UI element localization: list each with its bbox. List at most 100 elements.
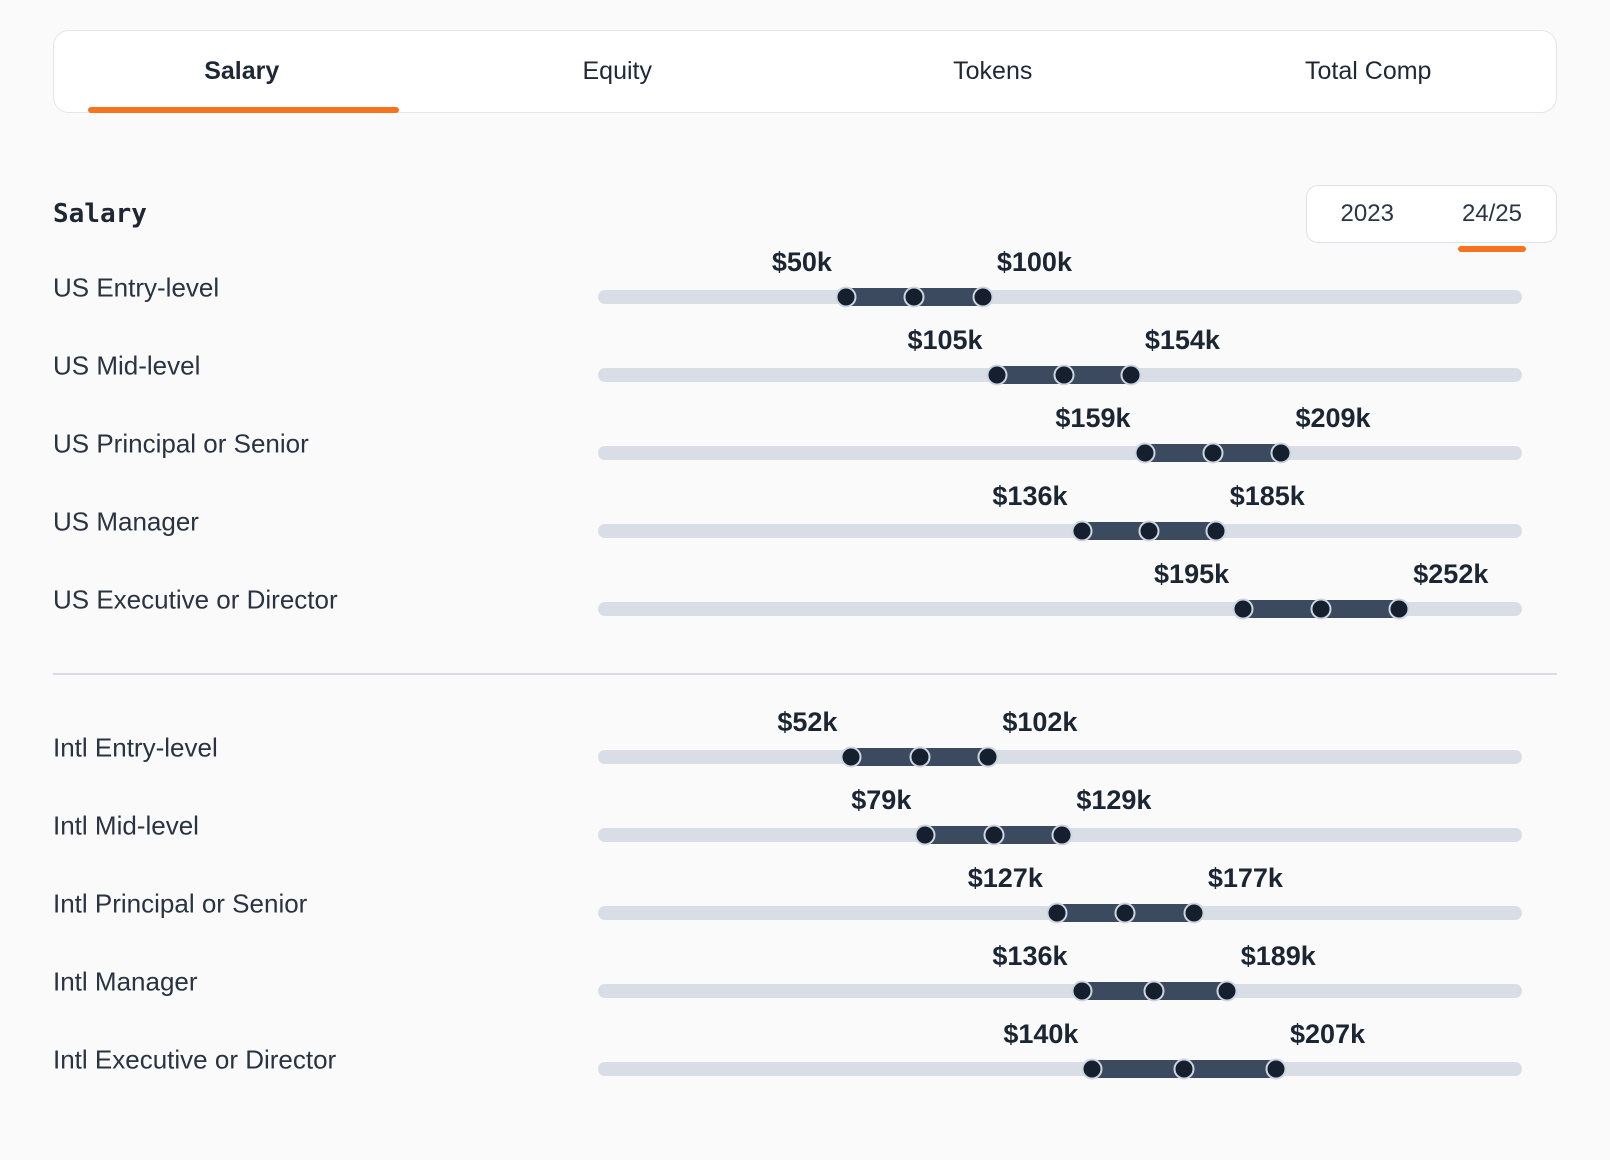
- slider-handle-low[interactable]: [1134, 442, 1155, 464]
- slider-handle-high[interactable]: [977, 746, 999, 768]
- tab-label: Equity: [582, 57, 652, 85]
- comp-row-us-principal-or-senior: US Principal or Senior $159k $209k: [0, 399, 1610, 477]
- comp-row-us-executive-or-director: US Executive or Director $195k $252k: [0, 555, 1610, 633]
- slider-handle-high[interactable]: [1216, 980, 1238, 1002]
- slider-handle-low[interactable]: [1046, 902, 1068, 924]
- comp-row-us-mid-level: US Mid-level $105k $154k: [0, 321, 1610, 399]
- row-label: US Mid-level: [53, 350, 201, 381]
- slider-track[interactable]: [598, 984, 1522, 998]
- range-slider: $50k $100k: [598, 243, 1522, 321]
- section-divider: [53, 673, 1557, 675]
- tab-tokens[interactable]: Tokens: [805, 31, 1181, 112]
- slider-mid-marker: [1143, 980, 1165, 1002]
- row-label: Intl Manager: [53, 966, 198, 997]
- slider-handle-high[interactable]: [972, 286, 994, 308]
- slider-mid-marker: [1138, 520, 1160, 542]
- comp-row-intl-entry-level: Intl Entry-level $52k $102k: [0, 703, 1610, 781]
- slider-handle-high[interactable]: [1388, 598, 1410, 620]
- range-slider: $159k $209k: [598, 399, 1522, 477]
- slider-track[interactable]: [598, 750, 1522, 764]
- value-label-low: $136k: [992, 941, 1068, 971]
- range-slider: $195k $252k: [598, 555, 1522, 633]
- row-label: US Executive or Director: [53, 584, 338, 615]
- value-label-high: $100k: [996, 247, 1072, 277]
- tab-label: Salary: [204, 57, 280, 85]
- slider-track[interactable]: [598, 290, 1522, 304]
- value-label-high: $209k: [1295, 403, 1371, 433]
- range-slider: $52k $102k: [598, 703, 1522, 781]
- tab-total-comp[interactable]: Total Comp: [1181, 31, 1557, 112]
- slider-mid-marker: [909, 746, 931, 768]
- value-label-low: $50k: [771, 247, 832, 277]
- section-heading: Salary: [53, 199, 147, 229]
- value-label-high: $189k: [1240, 941, 1316, 971]
- slider-mid-marker: [983, 824, 1005, 846]
- row-label: Intl Executive or Director: [53, 1044, 337, 1075]
- value-label-high: $177k: [1207, 863, 1283, 893]
- value-label-low: $159k: [1055, 403, 1131, 433]
- value-label-low: $52k: [777, 707, 838, 737]
- slider-track[interactable]: [598, 446, 1522, 460]
- value-label-high: $185k: [1229, 481, 1305, 511]
- value-label-low: $105k: [907, 325, 983, 355]
- slider-handle-low[interactable]: [914, 824, 936, 846]
- slider-handle-high[interactable]: [1183, 902, 1205, 924]
- slider-mid-marker: [1053, 364, 1075, 386]
- comp-row-intl-executive-or-director: Intl Executive or Director $140k $207k: [0, 1015, 1610, 1093]
- tab-equity[interactable]: Equity: [430, 31, 806, 112]
- range-slider: $105k $154k: [598, 321, 1522, 399]
- value-label-high: $102k: [1002, 707, 1078, 737]
- range-slider: $140k $207k: [598, 1015, 1522, 1093]
- slider-track[interactable]: [598, 524, 1522, 538]
- slider-handle-high[interactable]: [1270, 442, 1292, 464]
- year-option-2023[interactable]: 2023: [1340, 200, 1394, 227]
- slider-handle-low[interactable]: [1232, 598, 1254, 620]
- section-header: Salary 2023 24/25: [53, 185, 1557, 243]
- slider-handle-low[interactable]: [835, 286, 857, 308]
- slider-handle-low[interactable]: [840, 746, 862, 768]
- tab-salary[interactable]: Salary: [54, 31, 430, 113]
- slider-track[interactable]: [598, 1062, 1522, 1076]
- slider-handle-high[interactable]: [1205, 520, 1227, 542]
- comp-row-us-manager: US Manager $136k $185k: [0, 477, 1610, 555]
- value-label-high: $252k: [1413, 559, 1489, 589]
- slider-mid-marker: [903, 286, 925, 308]
- row-label: US Entry-level: [53, 272, 220, 303]
- slider-handle-high[interactable]: [1265, 1058, 1287, 1080]
- tab-label: Total Comp: [1305, 57, 1432, 85]
- value-label-high: $207k: [1290, 1019, 1366, 1049]
- slider-handle-low[interactable]: [1081, 1058, 1103, 1080]
- range-slider: $136k $185k: [598, 477, 1522, 555]
- row-label: US Principal or Senior: [53, 428, 309, 459]
- slider-handle-low[interactable]: [986, 364, 1008, 386]
- slider-handle-high[interactable]: [1051, 824, 1073, 846]
- range-slider: $79k $129k: [598, 781, 1522, 859]
- range-slider: $127k $177k: [598, 859, 1522, 937]
- value-label-low: $127k: [967, 863, 1043, 893]
- year-option-24-25[interactable]: 24/25: [1428, 186, 1556, 242]
- slider-handle-high[interactable]: [1120, 364, 1142, 386]
- value-label-low: $79k: [851, 785, 912, 815]
- tab-label: Tokens: [953, 57, 1033, 85]
- comp-row-intl-mid-level: Intl Mid-level $79k $129k: [0, 781, 1610, 859]
- value-label-high: $154k: [1144, 325, 1220, 355]
- row-label: Intl Entry-level: [53, 732, 218, 763]
- value-label-low: $136k: [992, 481, 1068, 511]
- tab-bar: Salary Equity Tokens Total Comp: [53, 30, 1557, 113]
- value-label-low: $195k: [1154, 559, 1230, 589]
- slider-handle-low[interactable]: [1071, 980, 1092, 1002]
- comp-row-intl-manager: Intl Manager $136k $189k: [0, 937, 1610, 1015]
- row-label: Intl Mid-level: [53, 810, 199, 841]
- row-label: Intl Principal or Senior: [53, 888, 308, 919]
- slider-mid-marker: [1310, 598, 1332, 620]
- slider-mid-marker: [1173, 1058, 1195, 1080]
- slider-handle-low[interactable]: [1071, 520, 1092, 542]
- slider-mid-marker: [1114, 902, 1136, 924]
- comp-row-us-entry-level: US Entry-level $50k $100k: [0, 243, 1610, 321]
- comp-row-intl-principal-or-senior: Intl Principal or Senior $127k $177k: [0, 859, 1610, 937]
- year-toggle: 2023 24/25: [1305, 185, 1557, 243]
- row-label: US Manager: [53, 506, 199, 537]
- value-label-low: $140k: [1003, 1019, 1079, 1049]
- range-slider: $136k $189k: [598, 937, 1522, 1015]
- value-label-high: $129k: [1076, 785, 1152, 815]
